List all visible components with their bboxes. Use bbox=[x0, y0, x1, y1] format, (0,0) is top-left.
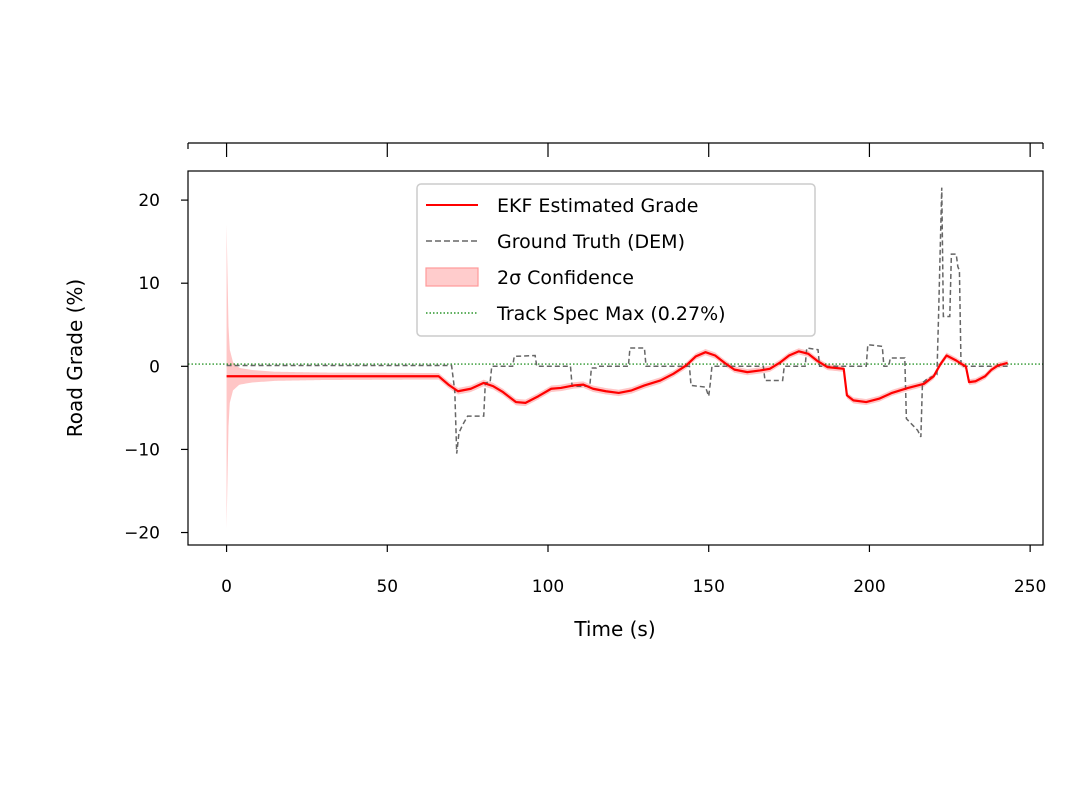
series-line-ekf bbox=[226, 350, 1008, 404]
y-tick-label: 0 bbox=[149, 357, 160, 377]
y-axis-label: Road Grade (%) bbox=[63, 279, 87, 438]
series-layer bbox=[226, 187, 1008, 454]
plot-frame bbox=[187, 170, 1044, 546]
legend-box bbox=[416, 183, 816, 337]
y-tick-label: −20 bbox=[124, 524, 160, 544]
legend-swatch-confidence bbox=[425, 267, 479, 287]
x-tick-label: 250 bbox=[1014, 577, 1046, 597]
y-tick-label: 20 bbox=[138, 191, 160, 211]
legend-label-ground-truth: Ground Truth (DEM) bbox=[497, 231, 685, 253]
top-tick-layer bbox=[187, 143, 1044, 157]
legend-label-ekf: EKF Estimated Grade bbox=[497, 195, 698, 217]
y-tick-label: 10 bbox=[138, 274, 160, 294]
x-tick-label: 150 bbox=[692, 577, 724, 597]
legend-label-confidence: 2σ Confidence bbox=[497, 267, 634, 289]
x-tick-label: 200 bbox=[853, 577, 885, 597]
y-tick-layer: −20 −10 0 10 20 bbox=[124, 191, 188, 544]
legend-label-track-spec: Track Spec Max (0.27%) bbox=[496, 303, 726, 325]
x-tick-label: 100 bbox=[532, 577, 564, 597]
x-tick-layer: 0 50 100 150 200 250 bbox=[221, 545, 1046, 597]
y-tick-label: −10 bbox=[124, 440, 160, 460]
legend: EKF Estimated Grade Ground Truth (DEM) 2… bbox=[416, 183, 816, 337]
x-tick-label: 50 bbox=[376, 577, 398, 597]
x-axis-label: Time (s) bbox=[573, 617, 655, 641]
x-tick-label: 0 bbox=[221, 577, 232, 597]
